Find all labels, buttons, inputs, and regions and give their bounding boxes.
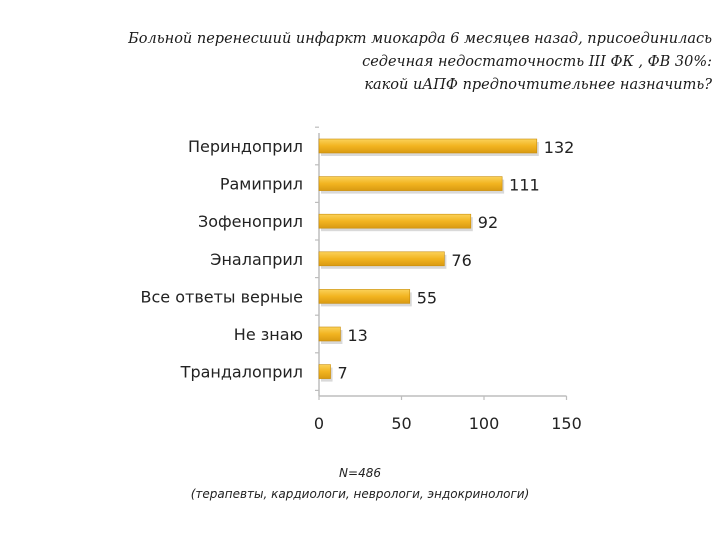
x-tick-label: 0 [314, 414, 324, 433]
bar [318, 289, 411, 304]
data-label: 76 [451, 251, 471, 270]
data-label: 111 [509, 176, 540, 195]
sample-size: N=486 [339, 466, 381, 480]
bar [318, 138, 538, 154]
category-label: Эналаприл [210, 250, 303, 269]
data-label: 55 [417, 288, 437, 307]
question-line-1: Больной перенесший инфаркт миокарда 6 ме… [128, 31, 712, 47]
data-label: 13 [347, 326, 367, 345]
x-tick-label: 100 [469, 414, 500, 433]
respondent-groups: (терапевты, кардиологи, неврологи, эндок… [190, 487, 530, 501]
data-label: 132 [544, 138, 575, 157]
x-tick-label: 150 [551, 414, 582, 433]
category-label: Не знаю [234, 325, 303, 344]
data-label: 7 [338, 364, 348, 383]
category-label: Рамиприл [220, 175, 303, 194]
category-label: Все ответы верные [141, 287, 304, 306]
question-text: Больной перенесший инфаркт миокарда 6 ме… [12, 28, 712, 97]
bar [318, 364, 331, 379]
category-label: Периндоприл [188, 137, 303, 156]
x-tick-label: 50 [391, 414, 411, 433]
category-label: Трандалоприл [180, 363, 303, 382]
category-label: Зофеноприл [198, 212, 303, 231]
bar [318, 326, 341, 342]
data-label: 92 [478, 213, 498, 232]
bar [318, 213, 472, 229]
question-line-3: какой иАПФ предпочтительнее назначить? [364, 77, 712, 93]
question-line-2: седечная недостаточность III ФК , ФВ 30%… [362, 54, 712, 70]
bar [318, 176, 503, 191]
bar [318, 251, 445, 267]
